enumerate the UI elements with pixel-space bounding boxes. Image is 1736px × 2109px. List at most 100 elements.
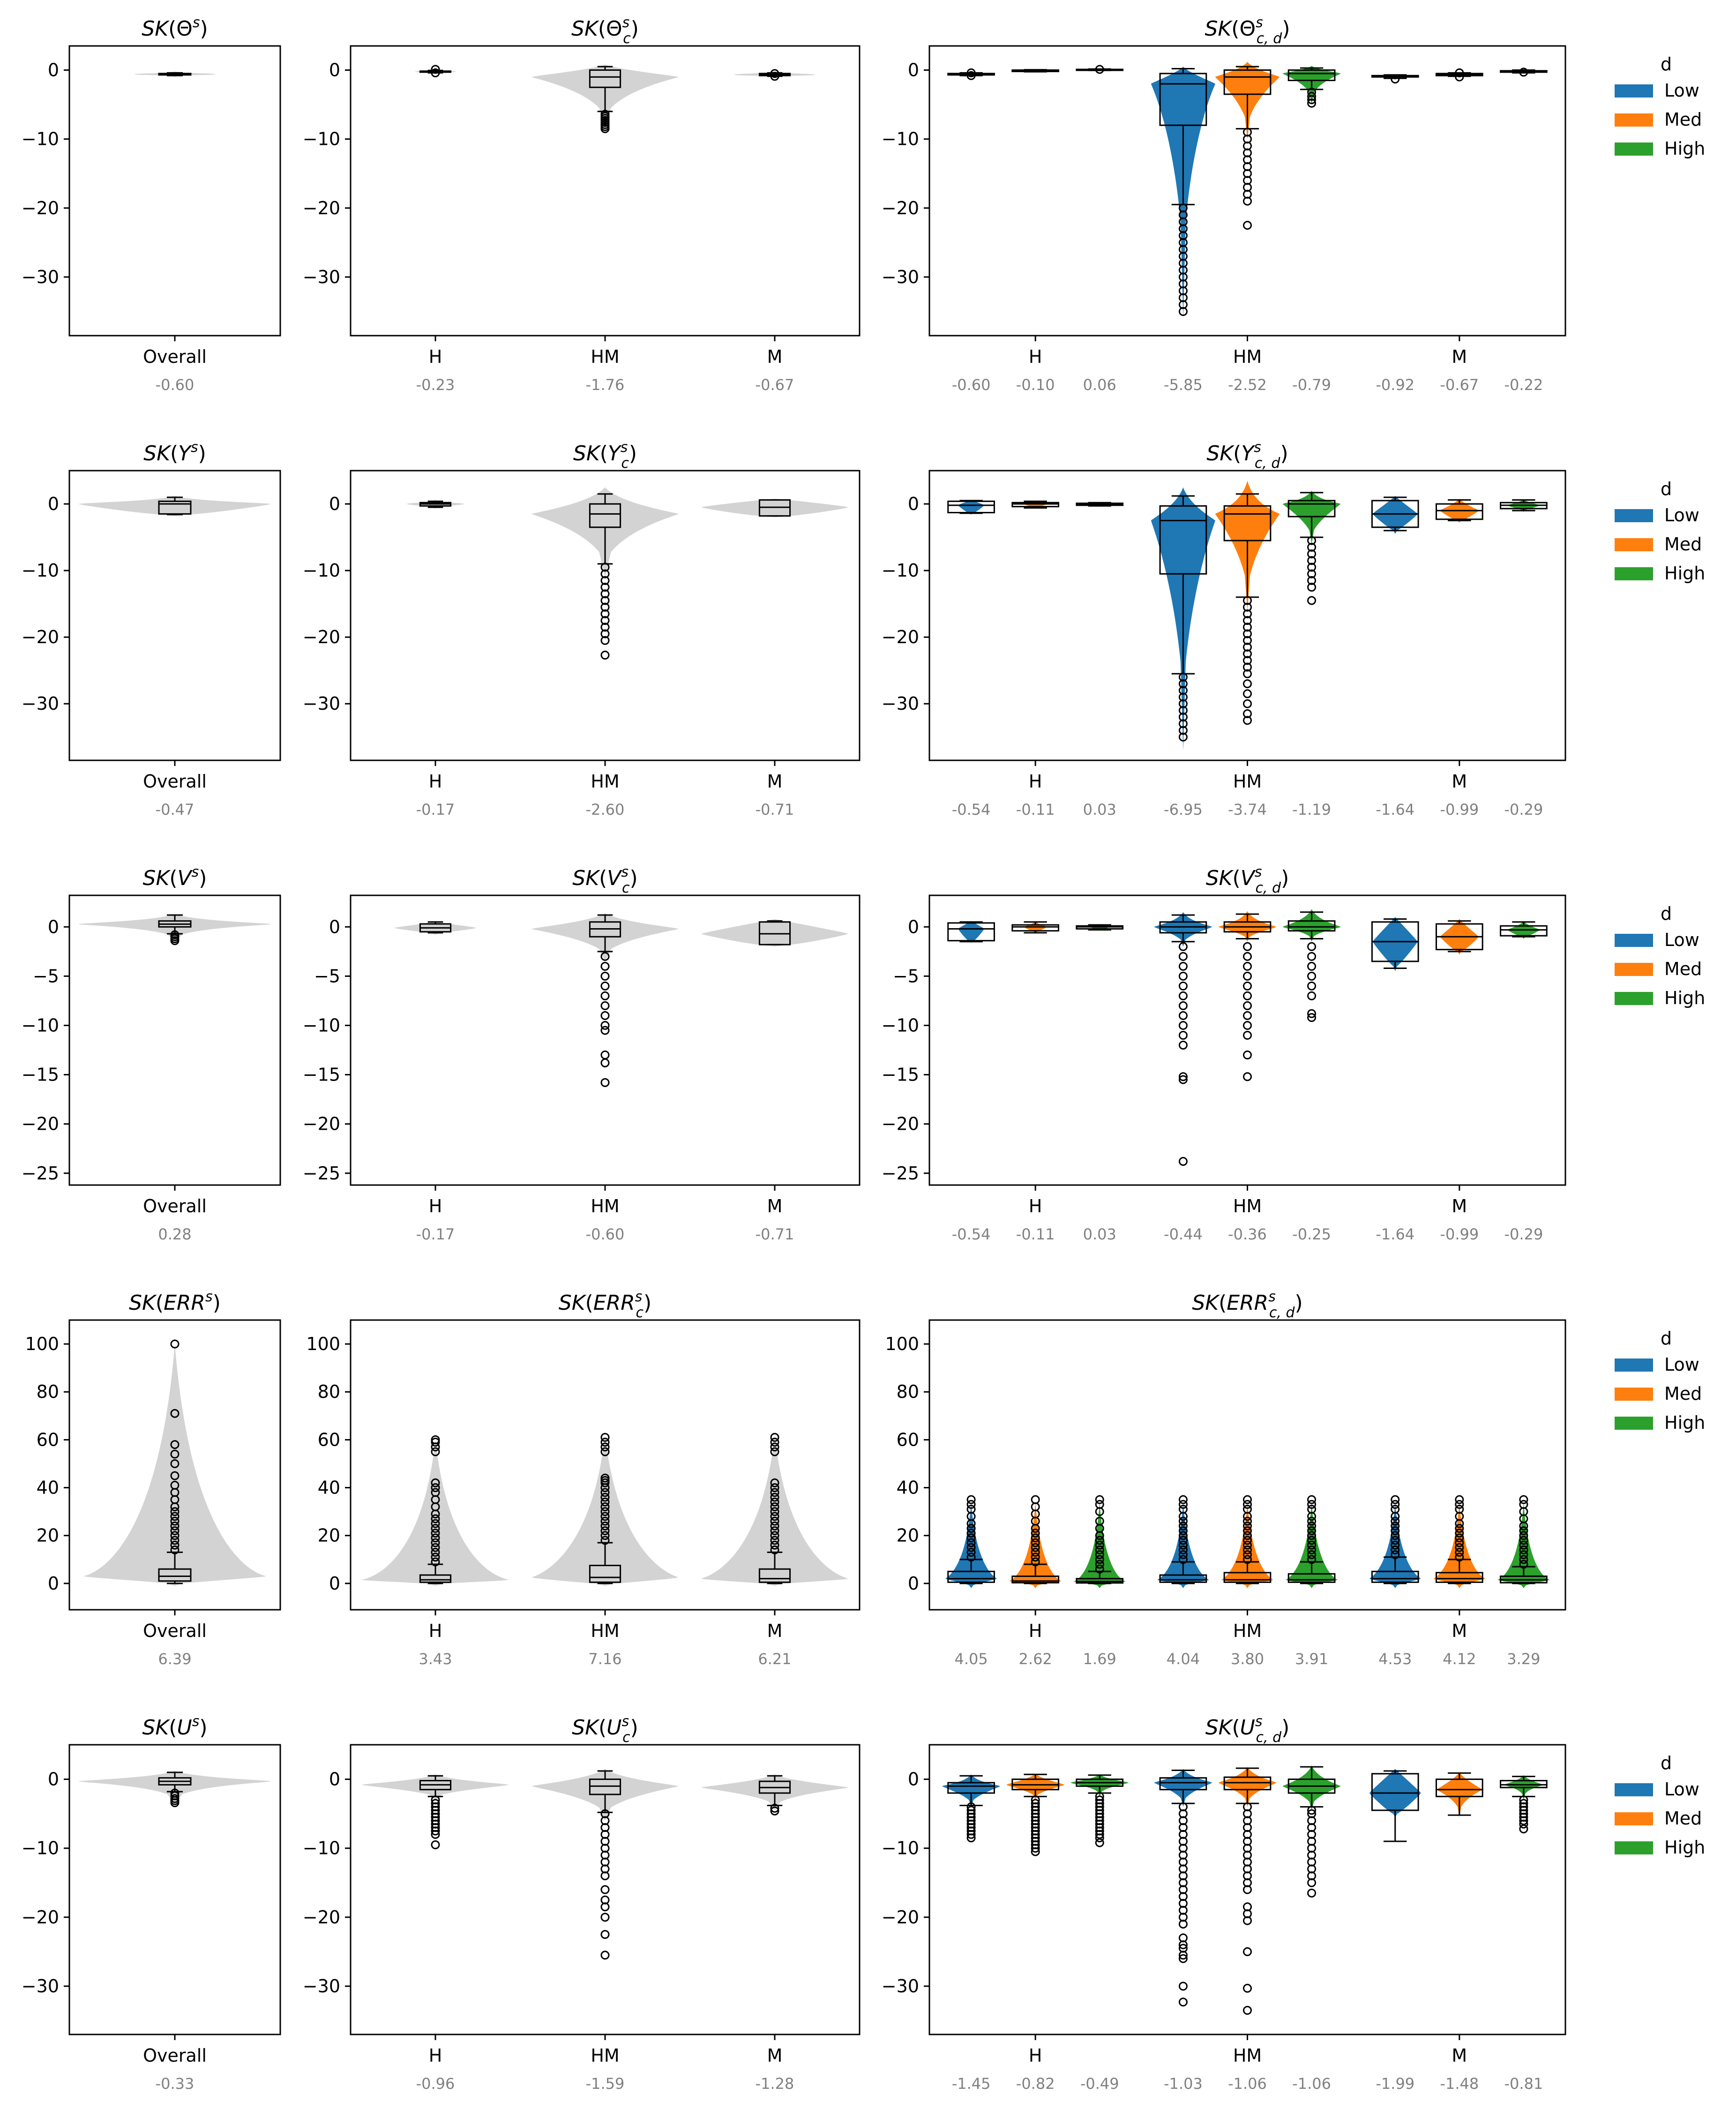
panel-1-1: SK(Ys c) H -0.17 HM -2.60 M -0.71 0 −10 −20 −30 bbox=[303, 439, 861, 818]
y-tick-label: −15 bbox=[22, 1065, 59, 1085]
sub-value-label: 4.12 bbox=[1443, 1650, 1476, 1668]
box bbox=[1371, 1570, 1419, 1583]
violin bbox=[1434, 1502, 1485, 1589]
flier bbox=[1243, 1916, 1252, 1925]
sub-value-label: -0.99 bbox=[1440, 1225, 1479, 1243]
category-label: HM bbox=[591, 771, 619, 792]
box bbox=[1223, 1572, 1272, 1583]
y-tick-label: −20 bbox=[303, 627, 340, 647]
y-tick-label: −10 bbox=[22, 560, 59, 581]
legend-label: Med bbox=[1664, 1383, 1702, 1404]
category-label: H bbox=[1029, 346, 1042, 367]
flier bbox=[1031, 1543, 1040, 1552]
sub-value-label: 4.05 bbox=[954, 1650, 988, 1668]
flier bbox=[1307, 576, 1317, 585]
flier bbox=[1307, 556, 1317, 565]
flier bbox=[1031, 1538, 1040, 1547]
legend: d Low Med High bbox=[1615, 479, 1705, 584]
flier bbox=[1178, 1531, 1188, 1540]
flier bbox=[1178, 726, 1188, 735]
flier bbox=[966, 1553, 976, 1562]
flier bbox=[1178, 1920, 1188, 1929]
flier bbox=[1455, 68, 1464, 77]
y-tick-label: −10 bbox=[882, 129, 919, 150]
sub-value-label: 3.43 bbox=[419, 1650, 452, 1668]
flier bbox=[1178, 1030, 1188, 1040]
flier bbox=[600, 981, 610, 991]
violin bbox=[701, 919, 848, 947]
box bbox=[947, 1570, 995, 1583]
flier bbox=[1178, 1495, 1188, 1504]
legend-label: Med bbox=[1664, 959, 1702, 979]
flier bbox=[1307, 1550, 1317, 1560]
flier bbox=[1178, 706, 1188, 715]
legend-swatch-med bbox=[1615, 1812, 1653, 1825]
category-label: M bbox=[1452, 771, 1467, 792]
sub-value-label: 1.69 bbox=[1083, 1650, 1116, 1668]
flier bbox=[600, 1493, 610, 1502]
category-label: H bbox=[1029, 1621, 1042, 1641]
y-tick-label: 0 bbox=[329, 1573, 340, 1594]
flier bbox=[1031, 1557, 1040, 1567]
sub-value-label: -1.76 bbox=[586, 376, 625, 394]
flier bbox=[1178, 679, 1188, 689]
sub-value-label: -1.03 bbox=[1164, 2075, 1203, 2093]
flier bbox=[1519, 1531, 1528, 1540]
flier bbox=[1178, 1516, 1188, 1526]
flier bbox=[600, 1531, 610, 1540]
sub-value-label: -2.60 bbox=[586, 801, 625, 818]
flier bbox=[600, 1437, 610, 1447]
flier bbox=[1307, 1495, 1317, 1504]
flier bbox=[600, 1902, 610, 1912]
legend-swatch-low bbox=[1615, 84, 1653, 98]
y-tick-label: 0 bbox=[329, 60, 340, 81]
category-label: HM bbox=[591, 1196, 619, 1216]
box bbox=[158, 1568, 192, 1582]
flier bbox=[1178, 1540, 1188, 1550]
sub-value-label: -0.67 bbox=[756, 376, 794, 394]
panel-4-1: SK(Us c) H -0.96 HM -1.59 M -1.28 0 −10 −20 −30 bbox=[303, 1713, 861, 2093]
category-label: M bbox=[767, 771, 783, 792]
box bbox=[1287, 1573, 1336, 1583]
sub-value-label: 3.91 bbox=[1295, 1650, 1328, 1668]
flier bbox=[1243, 1011, 1252, 1020]
flier bbox=[600, 576, 610, 585]
category-label: M bbox=[1452, 2045, 1467, 2066]
flier bbox=[1178, 1981, 1188, 1991]
y-tick-label: 40 bbox=[897, 1478, 919, 1498]
violin bbox=[83, 1344, 266, 1586]
sub-value-label: -0.81 bbox=[1504, 2075, 1543, 2093]
panel-3-1: SK(ERRs c) H 3.43 HM 7.16 M 6.21 0 20 40 60 80 100 bbox=[306, 1289, 861, 1668]
y-tick-label: 60 bbox=[318, 1429, 340, 1450]
y-tick-label: −30 bbox=[882, 1976, 919, 1996]
flier bbox=[1307, 1540, 1317, 1550]
sub-value-label: -1.06 bbox=[1228, 2075, 1267, 2093]
flier bbox=[1519, 1555, 1528, 1564]
sub-value-label: -1.28 bbox=[756, 2075, 794, 2093]
panel-1-2: SK(Ys c, d) H -0.54 -0.11 0.03 HM -6.95 -3.74 -1.… bbox=[882, 439, 1566, 818]
flier bbox=[770, 1442, 779, 1452]
y-tick-label: −10 bbox=[22, 129, 59, 150]
flier bbox=[1178, 1075, 1188, 1084]
flier bbox=[1243, 971, 1252, 981]
legend-label: Med bbox=[1664, 1808, 1702, 1829]
y-tick-label: 60 bbox=[37, 1429, 59, 1450]
flier bbox=[1307, 1013, 1317, 1022]
flier bbox=[1307, 1806, 1317, 1815]
violin bbox=[1157, 1502, 1209, 1589]
y-tick-label: −10 bbox=[882, 1015, 919, 1036]
sub-value-label: -1.64 bbox=[1376, 801, 1414, 818]
y-tick-label: −10 bbox=[303, 129, 340, 150]
flier bbox=[600, 961, 610, 971]
flier bbox=[1031, 1553, 1040, 1562]
flier bbox=[1095, 1500, 1104, 1509]
y-tick-label: −20 bbox=[303, 1907, 340, 1928]
flier bbox=[170, 1507, 180, 1516]
flier bbox=[1178, 1555, 1188, 1564]
panel-0-2: SK(Θs c, d) H -0.60 -0.10 0.06 HM -5.85 -2.52 -0.… bbox=[882, 15, 1566, 394]
box bbox=[1223, 69, 1272, 95]
flier bbox=[1095, 1495, 1104, 1504]
flier bbox=[170, 1536, 180, 1545]
legend-title: d bbox=[1661, 54, 1672, 75]
